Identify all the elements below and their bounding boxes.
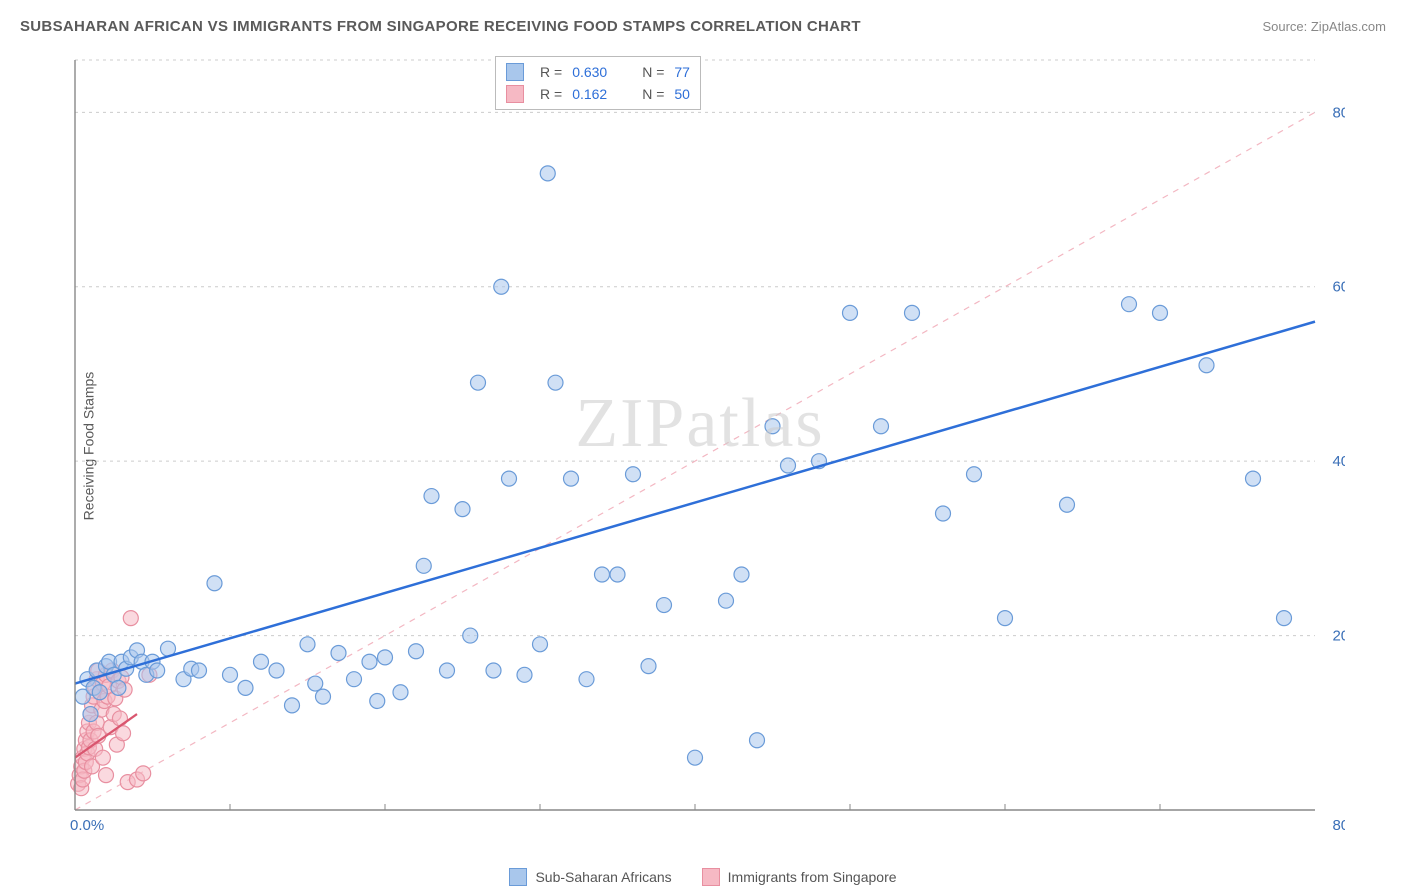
swatch-blue xyxy=(506,63,524,81)
correlation-legend: R = 0.630 N = 77 R = 0.162 N = 50 xyxy=(495,56,701,110)
r-value-pink: 0.162 xyxy=(572,86,622,102)
svg-text:80.0%: 80.0% xyxy=(1332,104,1345,121)
n-label: N = xyxy=(642,86,664,102)
r-value-blue: 0.630 xyxy=(572,64,622,80)
scatter-chart: 20.0% 40.0% 60.0% 80.0% 0.0% 80.0% xyxy=(55,50,1345,830)
n-value-blue: 77 xyxy=(674,64,690,80)
correlation-row-pink: R = 0.162 N = 50 xyxy=(506,83,690,105)
swatch-pink xyxy=(506,85,524,103)
legend-item-pink: Immigrants from Singapore xyxy=(702,868,897,886)
correlation-row-blue: R = 0.630 N = 77 xyxy=(506,61,690,83)
svg-text:20.0%: 20.0% xyxy=(1332,628,1345,645)
chart-title: SUBSAHARAN AFRICAN VS IMMIGRANTS FROM SI… xyxy=(20,18,861,35)
swatch-pink xyxy=(702,868,720,886)
r-label: R = xyxy=(540,64,562,80)
source-name: ZipAtlas.com xyxy=(1311,19,1386,34)
source-attribution: Source: ZipAtlas.com xyxy=(1262,19,1386,34)
svg-text:60.0%: 60.0% xyxy=(1332,279,1345,296)
legend-item-blue: Sub-Saharan Africans xyxy=(509,868,671,886)
chart-header: SUBSAHARAN AFRICAN VS IMMIGRANTS FROM SI… xyxy=(20,18,1386,35)
svg-text:40.0%: 40.0% xyxy=(1332,453,1345,470)
n-value-pink: 50 xyxy=(674,86,690,102)
legend-label-blue: Sub-Saharan Africans xyxy=(535,869,671,885)
svg-text:80.0%: 80.0% xyxy=(1332,817,1345,830)
chart-area: 20.0%40.0%60.0%80.0%0.0%80.0% ZIPatlas R… xyxy=(55,50,1345,830)
n-label: N = xyxy=(642,64,664,80)
legend-label-pink: Immigrants from Singapore xyxy=(728,869,897,885)
series-legend: Sub-Saharan Africans Immigrants from Sin… xyxy=(0,868,1406,886)
swatch-blue xyxy=(509,868,527,886)
r-label: R = xyxy=(540,86,562,102)
svg-text:0.0%: 0.0% xyxy=(70,817,104,830)
source-prefix: Source: xyxy=(1262,19,1310,34)
